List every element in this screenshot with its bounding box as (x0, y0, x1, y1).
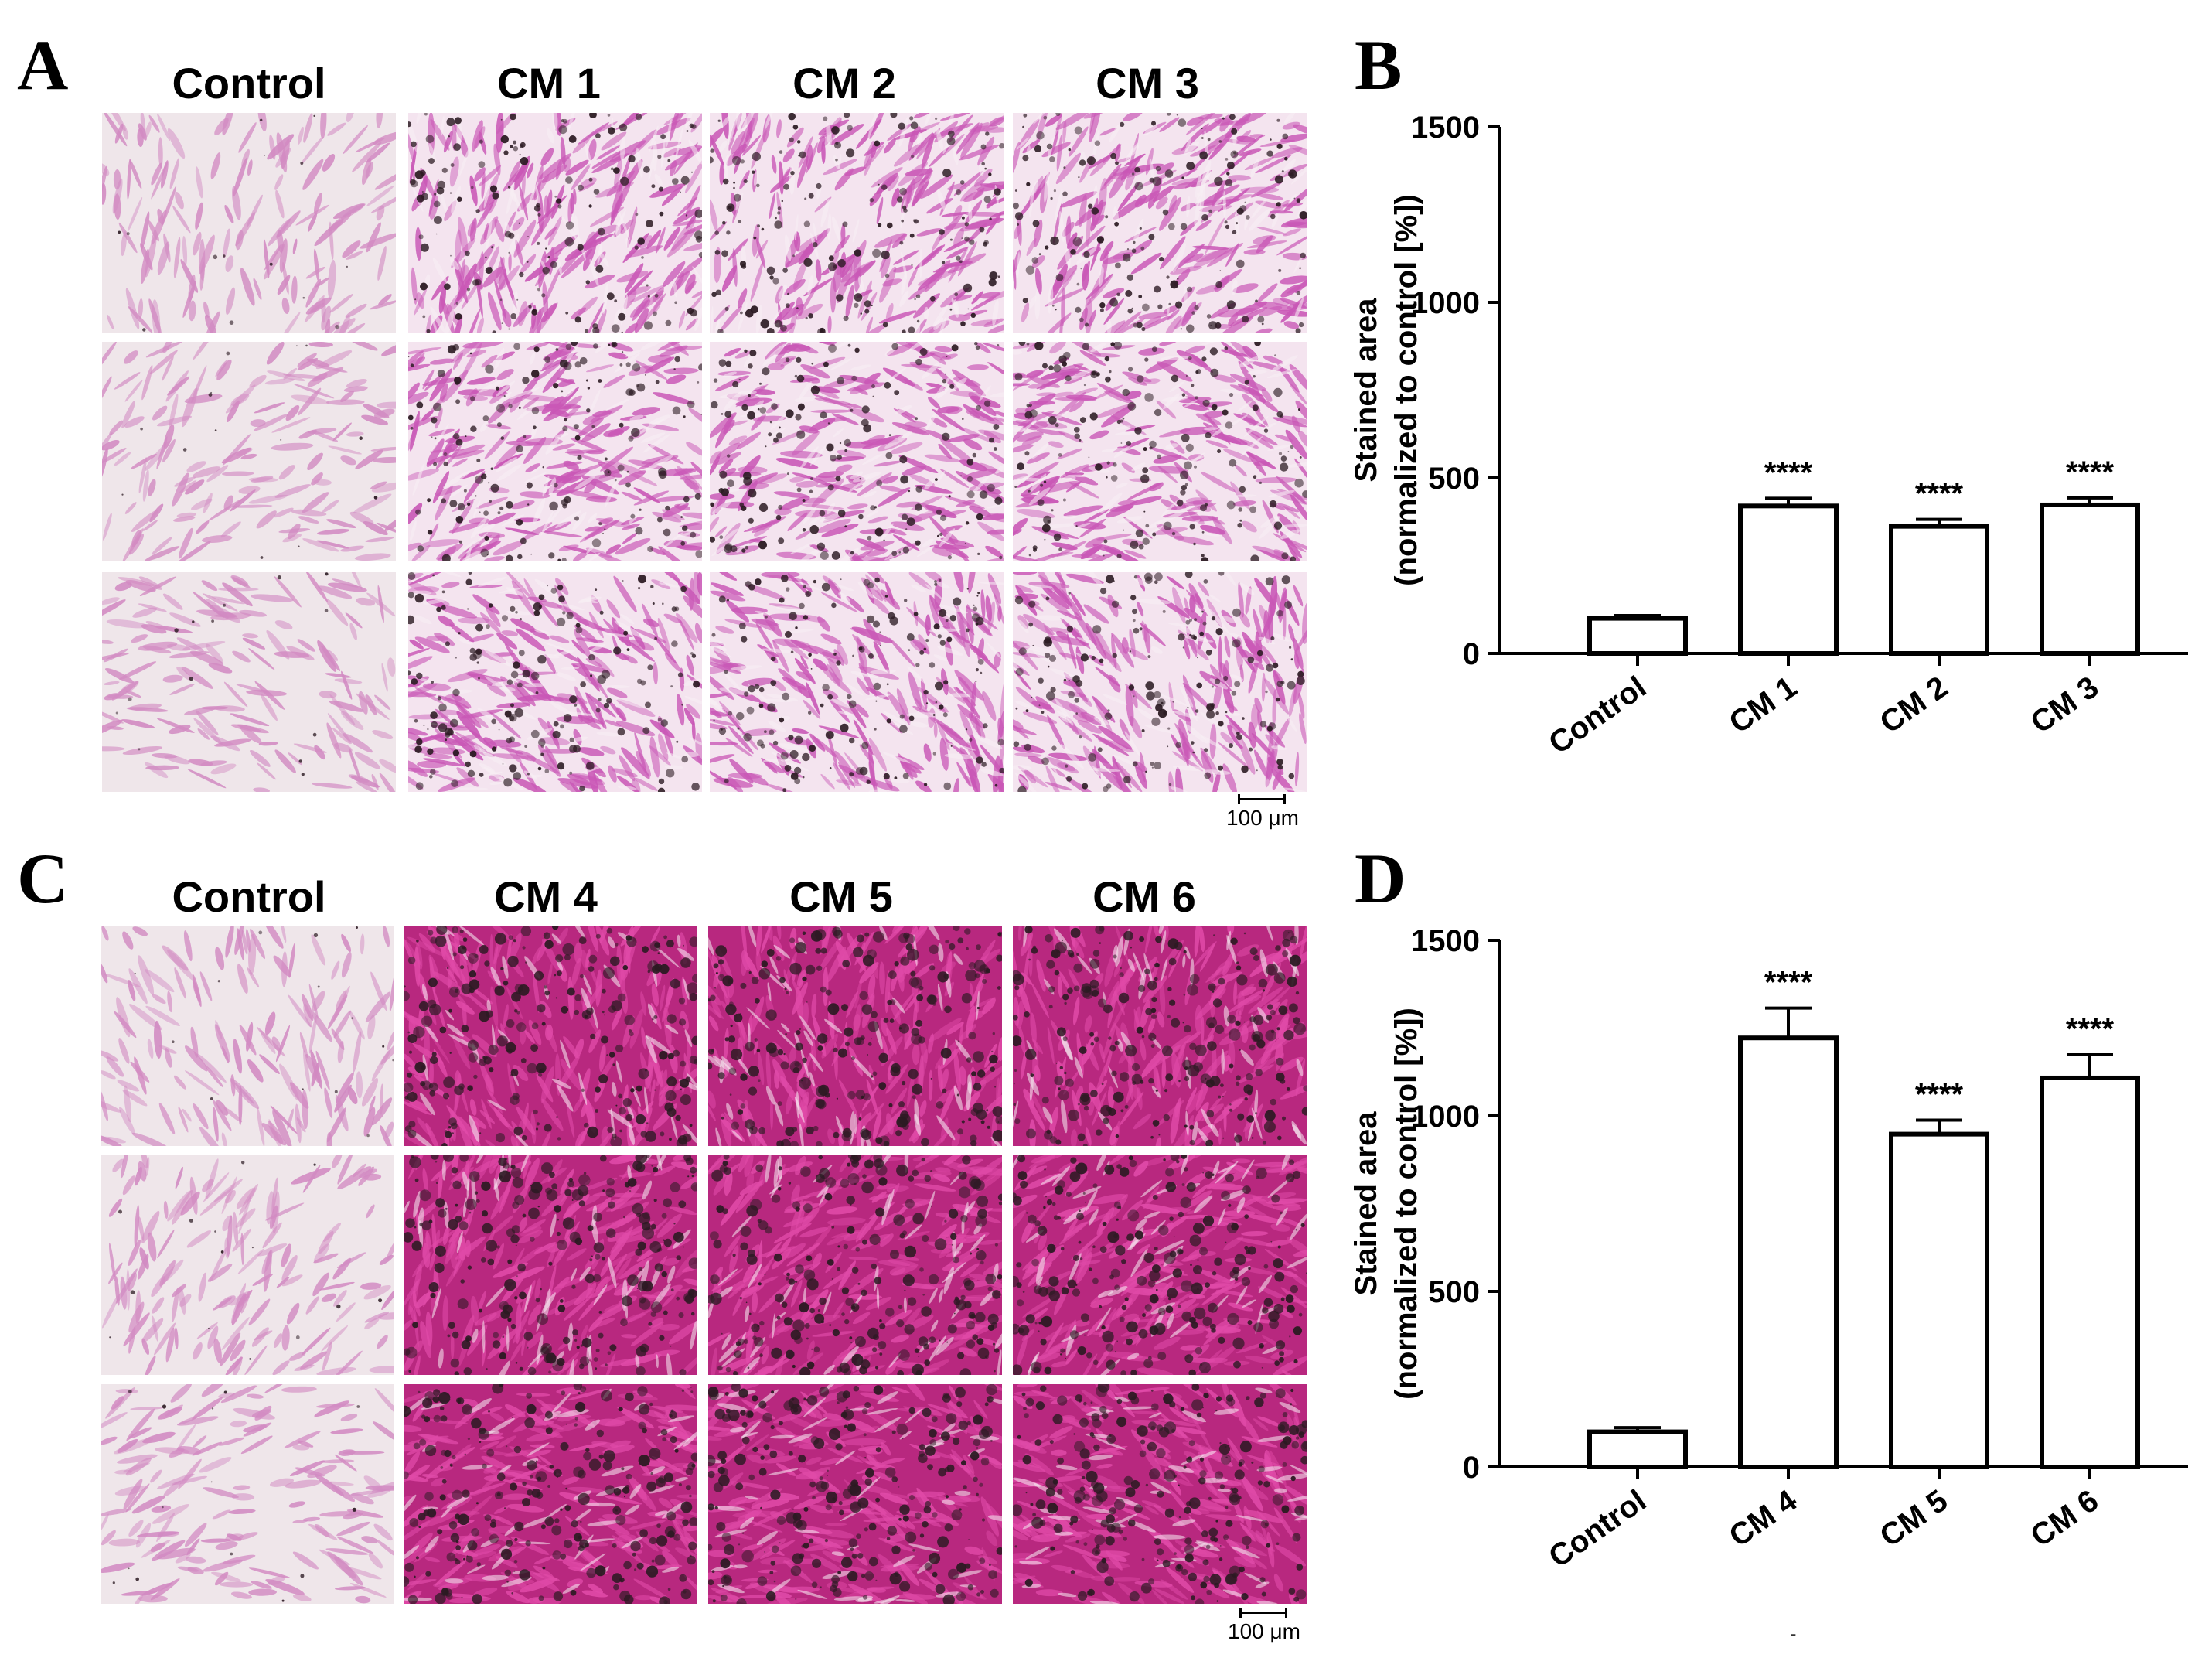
y-tick-label-b-1: 500 (1428, 462, 1480, 496)
bar-b-1 (1738, 503, 1839, 656)
x-tick-label-b-3: CM 3 (2025, 670, 2105, 740)
y-tick-label-d-1: 500 (1428, 1275, 1480, 1309)
y-label2-d: (normalized to control [%]) (1389, 1008, 1423, 1400)
micrograph-a-r3-c4 (1013, 572, 1307, 792)
micrograph-c-r2-c4 (1013, 1155, 1307, 1375)
panel-letter-a: A (17, 26, 69, 104)
micrograph-c-r1-c4 (1013, 926, 1307, 1146)
y-tick-label-d-2: 1000 (1411, 1100, 1480, 1134)
y-tick-label-b-2: 1000 (1411, 286, 1480, 320)
micrograph-a-r3-c2 (408, 572, 702, 792)
micrograph-a-r3-c1 (102, 572, 396, 792)
bar-b-0 (1587, 616, 1688, 656)
bar-d-2 (1889, 1131, 1989, 1469)
bar-d-3 (2040, 1075, 2140, 1470)
x-tick-label-d-0: Control (1542, 1483, 1652, 1574)
bar-chart-b: 0 500 1000 1500 Stained area (normalized to c… (1349, 111, 2188, 761)
x-tick-label-b-1: CM 1 (1723, 670, 1804, 740)
column-label-cm2: CM 2 (792, 59, 896, 107)
bar-d-0 (1587, 1429, 1688, 1469)
micrograph-c-r3-c2 (404, 1384, 697, 1604)
micrograph-a-r2-c3 (710, 342, 1004, 561)
micrograph-a-r2-c4 (1013, 342, 1307, 561)
column-label-cm4: CM 4 (494, 872, 598, 921)
column-label-cm3: CM 3 (1096, 59, 1199, 107)
x-tick-label-d-2: CM 5 (1874, 1483, 1955, 1554)
y-label2-b: (normalized to control [%]) (1389, 194, 1423, 586)
column-label-control-a: Control (172, 59, 326, 107)
significance-d-2: **** (1915, 1077, 1964, 1111)
significance-b-3: **** (2066, 455, 2115, 489)
significance-d-1: **** (1764, 966, 1813, 1000)
y-tick-label-b-0: 0 (1463, 637, 1480, 671)
significance-b-1: **** (1764, 455, 1813, 489)
column-label-cm1: CM 1 (497, 59, 601, 107)
panel-letter-c: C (17, 839, 69, 918)
scale-bar-a (1238, 794, 1286, 804)
x-tick-label-b-2: CM 2 (1874, 670, 1955, 740)
micrograph-c-r1-c1 (101, 926, 394, 1146)
column-label-control-c: Control (172, 872, 326, 921)
x-tick-label-d-3: CM 6 (2025, 1483, 2105, 1554)
column-label-cm6: CM 6 (1092, 872, 1196, 921)
y-label-b: Stained area (1349, 298, 1383, 483)
y-label-d: Stained area (1349, 1111, 1383, 1296)
micrograph-a-r3-c3 (710, 572, 1004, 792)
x-tick-label-d-1: CM 4 (1723, 1483, 1804, 1554)
footnote-dash: - (1791, 1624, 1797, 1643)
column-label-cm5: CM 5 (789, 872, 893, 921)
significance-b-2: **** (1915, 477, 1964, 511)
micrograph-c-r3-c3 (708, 1384, 1002, 1604)
micrograph-a-r1-c3 (710, 113, 1004, 333)
panel-letter-b: B (1355, 26, 1403, 104)
x-tick-label-b-0: Control (1542, 670, 1652, 761)
y-tick-label-d-3: 1500 (1411, 924, 1480, 958)
micrograph-c-r2-c2 (404, 1155, 697, 1375)
micrograph-c-r3-c1 (101, 1384, 394, 1604)
bar-chart-d: 0 500 1000 1500 Stained area (normalized to c… (1349, 924, 2188, 1574)
scale-label-c: 100 μm (1228, 1619, 1300, 1643)
micrograph-c-r3-c4 (1013, 1384, 1307, 1604)
y-tick-label-d-0: 0 (1463, 1451, 1480, 1485)
bar-b-3 (2040, 502, 2140, 657)
micrograph-a-r1-c2 (408, 113, 702, 333)
micrograph-c-r1-c2 (404, 926, 697, 1146)
micrograph-a-r1-c1 (102, 113, 396, 333)
micrograph-a-r2-c2 (408, 342, 702, 561)
micrograph-a-r1-c4 (1013, 113, 1307, 333)
significance-d-3: **** (2066, 1012, 2115, 1046)
micrograph-c-r2-c1 (101, 1155, 394, 1375)
panel-letter-d: D (1355, 839, 1406, 918)
bar-d-1 (1738, 1035, 1839, 1470)
y-tick-label-b-3: 1500 (1411, 111, 1480, 145)
scale-bar-c (1239, 1608, 1287, 1618)
scale-label-a: 100 μm (1226, 806, 1299, 830)
micrograph-c-r1-c3 (708, 926, 1002, 1146)
micrograph-a-r2-c1 (102, 342, 396, 561)
micrograph-c-r2-c3 (708, 1155, 1002, 1375)
bar-b-2 (1889, 524, 1989, 656)
